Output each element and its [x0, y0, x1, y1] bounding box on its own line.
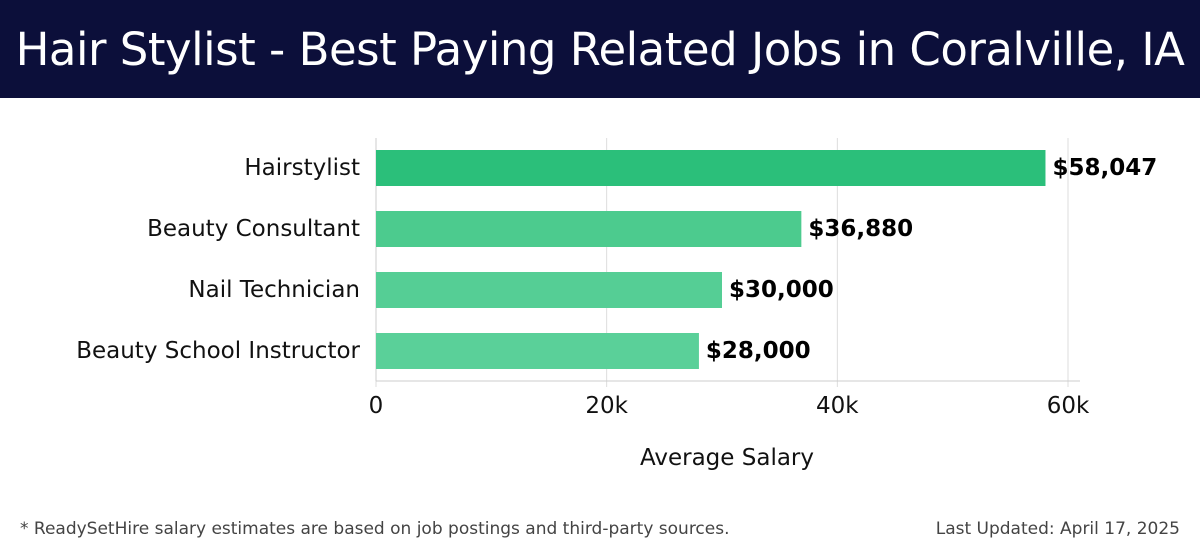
x-tick-label: 0	[369, 393, 384, 419]
x-tick-label: 60k	[1047, 393, 1090, 419]
data-label: $30,000	[729, 277, 834, 303]
bar	[376, 211, 802, 247]
data-label: $28,000	[706, 338, 811, 364]
bar-chart: Hairstylist $58,047 Beauty Consultant $36,8…	[76, 138, 1157, 471]
x-axis-title: Average Salary	[640, 445, 814, 471]
bar	[376, 272, 722, 308]
category-label: Nail Technician	[188, 277, 360, 303]
last-updated: Last Updated: April 17, 2025	[935, 519, 1180, 539]
header-bar: Hair Stylist - Best Paying Related Jobs …	[0, 0, 1200, 98]
data-label: $36,880	[808, 216, 913, 242]
x-tick-label: 40k	[816, 393, 859, 419]
category-label: Beauty School Instructor	[76, 338, 360, 364]
footer-note: * ReadySetHire salary estimates are base…	[20, 519, 730, 539]
bar	[376, 150, 1046, 186]
chart-title: Hair Stylist - Best Paying Related Jobs …	[15, 22, 1185, 76]
data-label: $58,047	[1052, 155, 1157, 181]
category-label: Hairstylist	[244, 155, 360, 181]
bar	[376, 333, 699, 369]
x-tick-label: 20k	[585, 393, 628, 419]
category-label: Beauty Consultant	[147, 216, 360, 242]
